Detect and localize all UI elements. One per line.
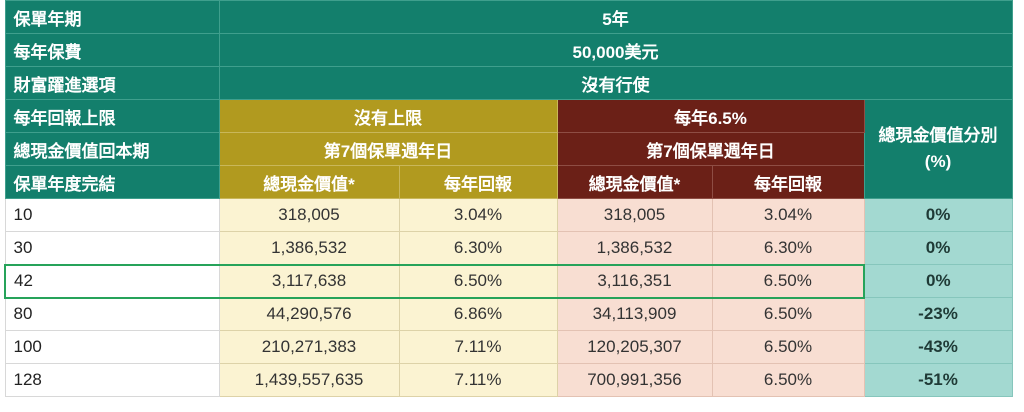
policy-term-row: 保單年期 5年 (4, 0, 1013, 34)
cash-value-difference-cell: -23% (863, 297, 1013, 331)
policy-term-value: 5年 (218, 0, 1013, 34)
policy-year-cell: 42 (4, 263, 220, 299)
capped-cash-value-cell: 3,116,351 (556, 263, 713, 299)
capped-cash-value-cell: 120,205,307 (556, 330, 713, 364)
return-cap-row: 每年回報上限 沒有上限 每年6.5% 總現金價值分別 (%) (4, 99, 1013, 199)
cash-value-difference-header: 總現金價值分別 (%) (863, 99, 1013, 199)
capped-annual-return-cell: 6.50% (711, 330, 865, 364)
uncapped-annual-return-header: 每年回報 (398, 165, 558, 199)
policy-year-cell: 100 (4, 330, 220, 364)
uncapped-annual-return-cell: 6.50% (398, 263, 558, 299)
table-row: 128 1,439,557,635 7.11% 700,991,356 6.50… (4, 363, 1013, 397)
capped-cash-value-cell: 318,005 (556, 198, 713, 232)
uncapped-cash-value-cell: 318,005 (218, 198, 400, 232)
uncapped-cash-value-cell: 1,439,557,635 (218, 363, 400, 397)
uncapped-annual-return-cell: 3.04% (398, 198, 558, 232)
capped-cash-value-cell: 1,386,532 (556, 231, 713, 265)
capped-cash-value-cell: 34,113,909 (556, 297, 713, 331)
scenario-uncapped-breakeven: 第7個保單週年日 (218, 132, 558, 166)
breakeven-label: 總現金價值回本期 (4, 132, 220, 166)
uncapped-annual-return-cell: 7.11% (398, 363, 558, 397)
scenario-uncapped-label: 沒有上限 (218, 99, 558, 133)
policy-comparison-table: 保單年期 5年 每年保費 50,000美元 財富躍進選項 沒有行使 每年回報上限… (4, 0, 1013, 397)
policy-year-cell: 30 (4, 231, 220, 265)
table-row: 10 318,005 3.04% 318,005 3.04% 0% (4, 198, 1013, 232)
annual-premium-label: 每年保費 (4, 33, 220, 67)
table-row: 80 44,290,576 6.86% 34,113,909 6.50% -23… (4, 297, 1013, 331)
uncapped-cash-value-header: 總現金價值* (218, 165, 400, 199)
capped-annual-return-cell: 3.04% (711, 198, 865, 232)
wealth-option-label: 財富躍進選項 (4, 66, 220, 100)
capped-annual-return-cell: 6.50% (711, 297, 865, 331)
cash-value-difference-cell: 0% (863, 231, 1013, 265)
column-header-row: 保單年度完結 總現金價值* 每年回報 總現金價值* 每年回報 (4, 165, 1012, 199)
cash-value-difference-cell: -51% (863, 363, 1013, 397)
wealth-option-row: 財富躍進選項 沒有行使 (4, 66, 1013, 100)
annual-premium-value: 50,000美元 (218, 33, 1013, 67)
uncapped-cash-value-cell: 210,271,383 (218, 330, 400, 364)
scenario-capped-breakeven: 第7個保單週年日 (556, 132, 865, 166)
cash-value-difference-cell: 0% (863, 198, 1013, 232)
annual-return-cap-label: 每年回報上限 (4, 99, 220, 133)
uncapped-cash-value-cell: 44,290,576 (218, 297, 400, 331)
wealth-option-value: 沒有行使 (218, 66, 1013, 100)
scenario-capped-label: 每年6.5% (556, 99, 865, 133)
annual-premium-row: 每年保費 50,000美元 (4, 33, 1013, 67)
capped-annual-return-cell: 6.50% (711, 363, 865, 397)
policy-year-end-label: 保單年度完結 (4, 165, 220, 199)
capped-annual-return-cell: 6.50% (711, 263, 865, 299)
capped-annual-return-header: 每年回報 (711, 165, 865, 199)
uncapped-cash-value-cell: 3,117,638 (218, 263, 400, 299)
cash-value-difference-cell: 0% (863, 264, 1013, 298)
uncapped-annual-return-cell: 7.11% (398, 330, 558, 364)
table-row: 30 1,386,532 6.30% 1,386,532 6.30% 0% (4, 231, 1013, 265)
table-row: 100 210,271,383 7.11% 120,205,307 6.50% … (4, 330, 1013, 364)
uncapped-cash-value-cell: 1,386,532 (218, 231, 400, 265)
policy-term-label: 保單年期 (4, 0, 220, 34)
capped-cash-value-header: 總現金價值* (556, 165, 713, 199)
highlighted-table-row: 42 3,117,638 6.50% 3,116,351 6.50% 0% (4, 263, 1013, 299)
uncapped-annual-return-cell: 6.30% (398, 231, 558, 265)
capped-cash-value-cell: 700,991,356 (556, 363, 713, 397)
policy-year-cell: 128 (4, 363, 220, 397)
cash-value-difference-cell: -43% (863, 330, 1013, 364)
policy-year-cell: 80 (4, 297, 220, 331)
policy-year-cell: 10 (4, 198, 220, 232)
uncapped-annual-return-cell: 6.86% (398, 297, 558, 331)
capped-annual-return-cell: 6.30% (711, 231, 865, 265)
breakeven-row: 總現金價值回本期 第7個保單週年日 第7個保單週年日 (4, 132, 1012, 166)
